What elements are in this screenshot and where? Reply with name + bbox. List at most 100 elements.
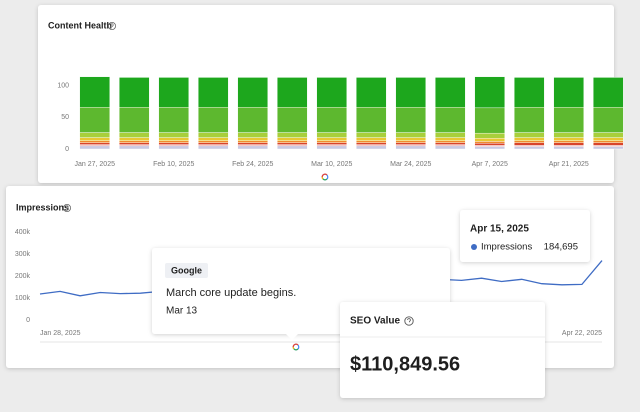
bar-segment (198, 142, 229, 145)
x-tick-label: Feb 24, 2025 (232, 161, 273, 168)
bar-segment (553, 137, 584, 141)
card-bg (340, 302, 545, 398)
y-tick-label: 200k (15, 273, 31, 280)
bar-segment (553, 77, 584, 108)
bar-segment (474, 76, 505, 109)
bar-segment (237, 137, 268, 141)
google-icon (292, 343, 300, 351)
bar-segment (474, 141, 505, 144)
help-icon[interactable] (108, 21, 117, 30)
bar-segment (514, 137, 545, 141)
bar-segment (474, 107, 505, 134)
bar-segment (79, 106, 110, 133)
source-label: Google (171, 265, 202, 275)
bar-segment (119, 145, 150, 150)
bar-segment (158, 77, 189, 108)
bar-segment (79, 140, 110, 143)
help-glyph (407, 318, 411, 323)
tooltip-bg (460, 210, 590, 262)
seo-value: $110,849.56 (350, 353, 460, 375)
bar-segment (316, 132, 347, 138)
bar-segment (435, 132, 466, 138)
bar-segment (474, 132, 505, 139)
bar-segment (316, 77, 347, 108)
bar-segment (514, 132, 545, 138)
y-tick-label: 300k (15, 251, 31, 258)
bar-segment (395, 106, 426, 133)
x-tick-label: Jan 28, 2025 (40, 330, 81, 337)
bar-segment (119, 132, 150, 138)
bar-segment (553, 146, 584, 150)
annotation-date: Mar 13 (166, 306, 198, 317)
content-health-card: Content Health 0 50 100 Jan 27, 2025 Feb 10,… (38, 5, 624, 183)
bar-segment (356, 142, 387, 145)
bar-segment (277, 137, 308, 141)
x-tick-label: Apr 22, 2025 (562, 330, 602, 337)
bar-segment (435, 137, 466, 141)
bar-segment (435, 106, 466, 133)
bar-segment (553, 140, 584, 143)
bar-segment (198, 140, 229, 143)
bar-segment (79, 145, 110, 150)
bar-segment (277, 140, 308, 143)
bar-segment (277, 77, 308, 108)
overlays: Google March core update begins. Mar 13 Apr… (152, 210, 590, 398)
bar-segment (553, 132, 584, 138)
bar-segment (356, 145, 387, 150)
x-tick-label: Mar 10, 2025 (311, 161, 352, 168)
bar-segment (316, 142, 347, 145)
bar-segment (316, 137, 347, 141)
card-title: Impressions (16, 202, 69, 212)
bar-segment (593, 106, 624, 133)
y-tick-label: 100k (15, 295, 31, 302)
bar-segment (277, 145, 308, 150)
bar-segment (79, 137, 110, 141)
bar-segment (474, 138, 505, 142)
bar-segment (119, 106, 150, 133)
help-circle (404, 316, 414, 326)
bar-segment (277, 142, 308, 145)
bar-segment (237, 106, 268, 133)
tooltip-pointer (286, 334, 298, 340)
bar-segment (237, 77, 268, 108)
bar-segment (119, 140, 150, 143)
help-icon[interactable] (63, 203, 72, 212)
bar-segment (237, 132, 268, 138)
bar-segment (514, 146, 545, 150)
tooltip-date: Apr 15, 2025 (470, 224, 529, 235)
bar-segment (514, 142, 545, 146)
bar-segment (593, 77, 624, 108)
bar-segment (158, 140, 189, 143)
help-icon[interactable] (404, 316, 414, 326)
bar-segment (474, 146, 505, 150)
bar-segment (593, 142, 624, 146)
bar-segment (158, 142, 189, 145)
bar-segment (316, 140, 347, 143)
bar-segment (119, 137, 150, 141)
bar-segment (237, 140, 268, 143)
bar-segment (356, 137, 387, 141)
seo-value-card: SEO Value $110,849.56 (340, 302, 545, 398)
tooltip-series: Impressions (481, 242, 532, 253)
bar-segment (198, 132, 229, 138)
bar-segment (395, 142, 426, 145)
bar-segment (435, 142, 466, 145)
bar-segment (316, 106, 347, 133)
bar-segment (593, 146, 624, 150)
bar-segment (79, 132, 110, 138)
card-title: Content Health (48, 20, 112, 30)
annotation-text: March core update begins. (166, 287, 296, 299)
x-tick-label: Feb 10, 2025 (153, 161, 194, 168)
y-tick-label: 100 (57, 83, 69, 90)
bar-segment (79, 142, 110, 145)
x-tick-label: Apr 7, 2025 (472, 161, 508, 168)
bar-segment (158, 145, 189, 150)
series-dot (471, 244, 477, 250)
x-tick-label: Jan 27, 2025 (75, 161, 116, 168)
source-badge (165, 263, 208, 278)
bar-segment (158, 137, 189, 141)
bar-segment (356, 106, 387, 133)
bar-segment (514, 140, 545, 143)
x-tick-label: Mar 24, 2025 (390, 161, 431, 168)
